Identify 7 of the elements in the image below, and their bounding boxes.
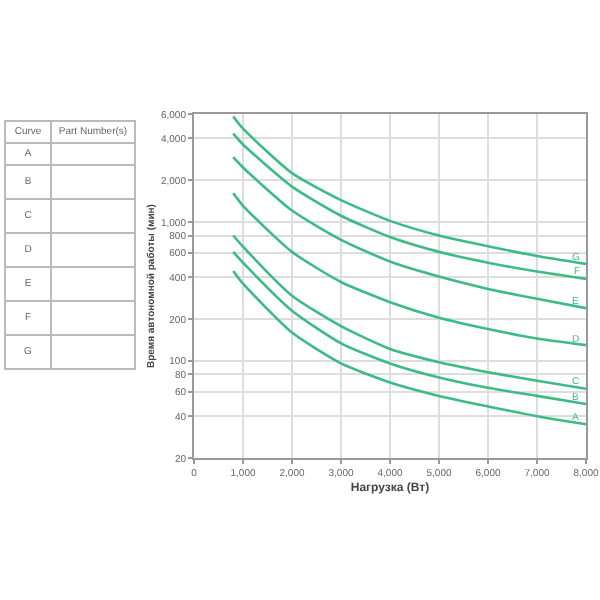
line-series xyxy=(231,132,586,281)
line-series xyxy=(231,115,586,266)
line-series xyxy=(231,269,586,426)
line-series xyxy=(231,155,586,310)
line-series xyxy=(231,250,586,406)
line-series xyxy=(231,192,586,347)
line-series xyxy=(231,234,586,391)
